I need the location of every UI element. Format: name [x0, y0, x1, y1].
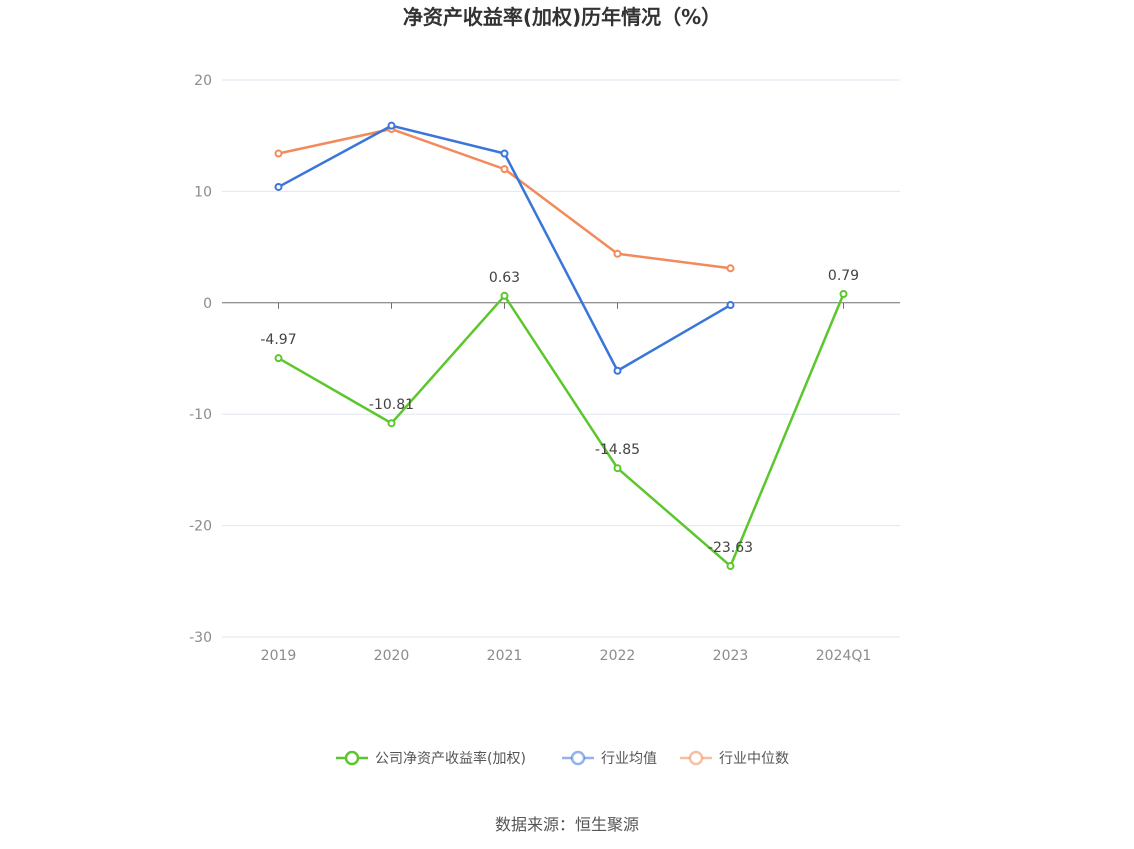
data-point[interactable]	[500, 291, 509, 300]
y-tick-label: -30	[189, 630, 212, 646]
legend-swatch-marker	[570, 750, 586, 766]
legend-swatch-marker	[344, 750, 360, 766]
series-line	[277, 293, 845, 568]
legend-item[interactable]: 行业均值	[562, 750, 657, 767]
y-axis: 20 10 0 -10 -20 -30	[189, 73, 212, 646]
series-行业均值	[274, 121, 735, 375]
data-point[interactable]	[500, 165, 509, 174]
data-point[interactable]	[387, 121, 396, 130]
x-tick-label: 2022	[600, 648, 636, 664]
data-point[interactable]	[274, 182, 283, 191]
data-point[interactable]	[726, 562, 735, 571]
legend-swatch-marker	[688, 750, 704, 766]
chart-title: 净资产收益率(加权)历年情况（%）	[403, 5, 721, 29]
data-point[interactable]	[387, 419, 396, 428]
x-tick-label: 2024Q1	[816, 648, 872, 664]
data-point[interactable]	[500, 149, 509, 158]
data-point[interactable]	[613, 366, 622, 375]
y-tick-label: 20	[194, 73, 212, 89]
legend-label: 公司净资产收益率(加权)	[375, 750, 526, 767]
y-tick-label: -10	[189, 407, 212, 423]
series-公司净资产收益率(加权): -4.97 -10.81 0.63 -14.85 -23.63 0.79	[260, 268, 859, 571]
legend-label: 行业中位数	[719, 751, 789, 767]
x-tick-label: 2021	[487, 648, 523, 664]
data-label: -4.97	[260, 332, 296, 348]
legend-label: 行业均值	[601, 751, 657, 767]
x-tick-label: 2023	[713, 648, 749, 664]
data-point[interactable]	[839, 289, 848, 298]
y-tick-label: 0	[203, 296, 212, 312]
y-tick-label: -20	[189, 519, 212, 535]
legend-item[interactable]: 行业中位数	[680, 750, 789, 767]
y-tick-label: 10	[194, 184, 212, 200]
legend: 公司净资产收益率(加权) 行业均值 行业中位数	[336, 750, 789, 767]
data-point[interactable]	[726, 301, 735, 310]
data-point[interactable]	[274, 354, 283, 363]
x-axis: 2019 2020 2021 2022 2023 2024Q1	[261, 302, 872, 664]
data-label: 0.63	[489, 270, 520, 286]
x-tick-label: 2020	[374, 648, 410, 664]
data-label: -14.85	[595, 442, 640, 458]
data-point[interactable]	[613, 464, 622, 473]
data-point[interactable]	[613, 249, 622, 258]
data-point[interactable]	[274, 149, 283, 158]
data-point[interactable]	[726, 264, 735, 273]
x-tick-label: 2019	[261, 648, 297, 664]
series-行业中位数	[274, 125, 735, 273]
source-note: 数据来源：恒生聚源	[495, 815, 639, 834]
legend-item[interactable]: 公司净资产收益率(加权)	[336, 750, 526, 767]
data-label: -10.81	[369, 397, 414, 413]
grid	[222, 79, 900, 638]
data-label: 0.79	[828, 268, 859, 284]
series-line	[277, 124, 732, 373]
data-label: -23.63	[708, 540, 753, 556]
series-group: -4.97 -10.81 0.63 -14.85 -23.63 0.79	[260, 121, 859, 571]
